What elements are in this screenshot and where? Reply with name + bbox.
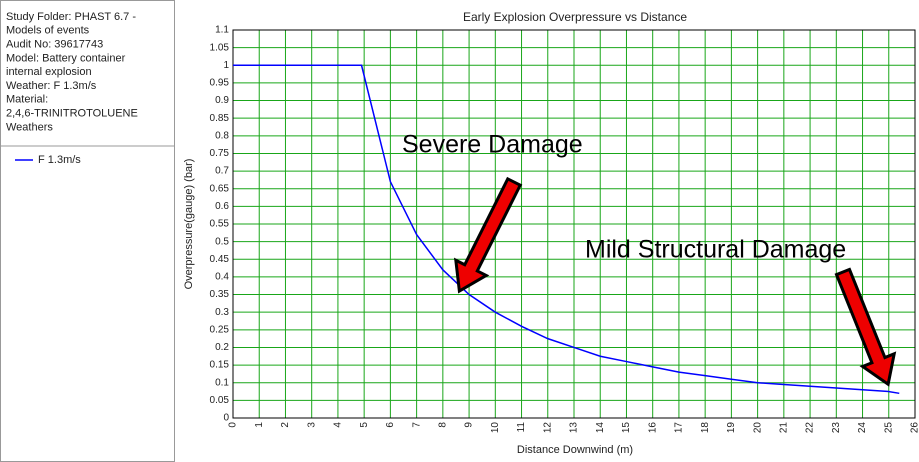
x-tick-label: 12	[542, 422, 553, 434]
y-tick-label: 1	[223, 60, 229, 71]
x-tick-label: 26	[910, 422, 919, 434]
y-tick-label: 0.9	[215, 95, 229, 106]
data-line	[233, 64, 900, 395]
x-tick-label: 24	[857, 422, 868, 434]
panel-line: Material:	[6, 94, 48, 106]
y-tick-label: 0.4	[215, 272, 229, 283]
y-tick-label: 0	[223, 413, 229, 424]
arrow	[454, 176, 523, 294]
x-tick-label: 17	[674, 422, 685, 434]
x-tick-label: 18	[700, 422, 711, 434]
x-tick-label: 20	[752, 422, 763, 434]
y-tick-label: 0.85	[210, 113, 230, 124]
y-tick-label: 0.65	[210, 183, 230, 194]
x-axis-label: Distance Downwind (m)	[517, 444, 633, 456]
y-tick-label: 0.5	[215, 236, 229, 247]
y-tick-label: 0.7	[215, 166, 229, 177]
x-tick-label: 19	[726, 422, 737, 434]
panel-line: Study Folder: PHAST 6.7 -	[6, 11, 136, 23]
x-tick-label: 0	[228, 422, 239, 428]
x-tick-label: 4	[333, 422, 344, 428]
x-tick-label: 3	[306, 422, 317, 428]
panel-line: 2,4,6-TRINITROTOLUENE	[6, 108, 138, 120]
y-tick-label: 1.05	[210, 42, 230, 53]
y-tick-label: 0.95	[210, 78, 230, 89]
x-tick-label: 22	[805, 422, 816, 434]
x-tick-label: 13	[569, 422, 580, 434]
y-tick-label: 0.35	[210, 289, 230, 300]
x-tick-label: 15	[621, 422, 632, 434]
y-tick-label: 0.1	[215, 377, 229, 388]
y-tick-label: 0.55	[210, 219, 230, 230]
annotation: Severe Damage	[402, 131, 583, 159]
panel-line: Weathers	[6, 121, 53, 133]
x-tick-label: 9	[464, 422, 475, 428]
y-tick-label: 1.1	[215, 25, 229, 36]
x-tick-label: 16	[647, 422, 658, 434]
panel-line: internal explosion	[6, 66, 92, 78]
panel-text: Study Folder: PHAST 6.7 - Models of event…	[6, 11, 138, 133]
y-tick-label: 0.25	[210, 324, 230, 335]
x-tick-label: 25	[883, 422, 894, 434]
x-tick-label: 14	[595, 422, 606, 434]
y-tick-label: 0.75	[210, 148, 230, 159]
plot-border	[232, 29, 916, 419]
x-tick-label: 1	[254, 422, 265, 428]
info-panel	[0, 0, 175, 462]
y-tick-label: 0.6	[215, 201, 229, 212]
panel-line: Models of events	[6, 25, 90, 37]
annotation: Mild Structural Damage	[585, 236, 846, 264]
plot: 0 0.05 0.1 0.15 0.2 0.25 0.3 0.35 0.4 0.45 0.5 0.55…	[210, 25, 919, 433]
arrow	[834, 267, 897, 387]
x-tick-label: 8	[437, 422, 448, 428]
x-tick-label: 11	[516, 422, 527, 433]
x-tick-label: 23	[831, 422, 842, 434]
x-tick-label: 6	[385, 422, 396, 428]
panel-line: Weather: F 1.3m/s	[6, 80, 97, 92]
y-tick-label: 0.2	[215, 342, 229, 353]
x-tick-label: 5	[359, 422, 370, 428]
y-tick-label: 0.15	[210, 360, 230, 371]
y-tick-label: 0.3	[215, 307, 229, 318]
x-tick-label: 21	[778, 422, 789, 434]
y-tick-label: 0.8	[215, 130, 229, 141]
panel-line: Audit No: 39617743	[6, 39, 103, 51]
y-tick-label: 0.45	[210, 254, 230, 265]
x-tick-label: 10	[490, 422, 501, 434]
y-axis-label: Overpressure(gauge) (bar)	[183, 159, 195, 290]
panel-line: Model: Battery container	[6, 52, 126, 64]
x-tick-label: 7	[411, 422, 422, 428]
legend-label: F 1.3m/s	[38, 154, 81, 166]
x-tick-label: 2	[280, 422, 291, 428]
y-tick-label: 0.05	[210, 395, 230, 406]
chart-title: Early Explosion Overpressure vs Distance	[463, 10, 687, 24]
